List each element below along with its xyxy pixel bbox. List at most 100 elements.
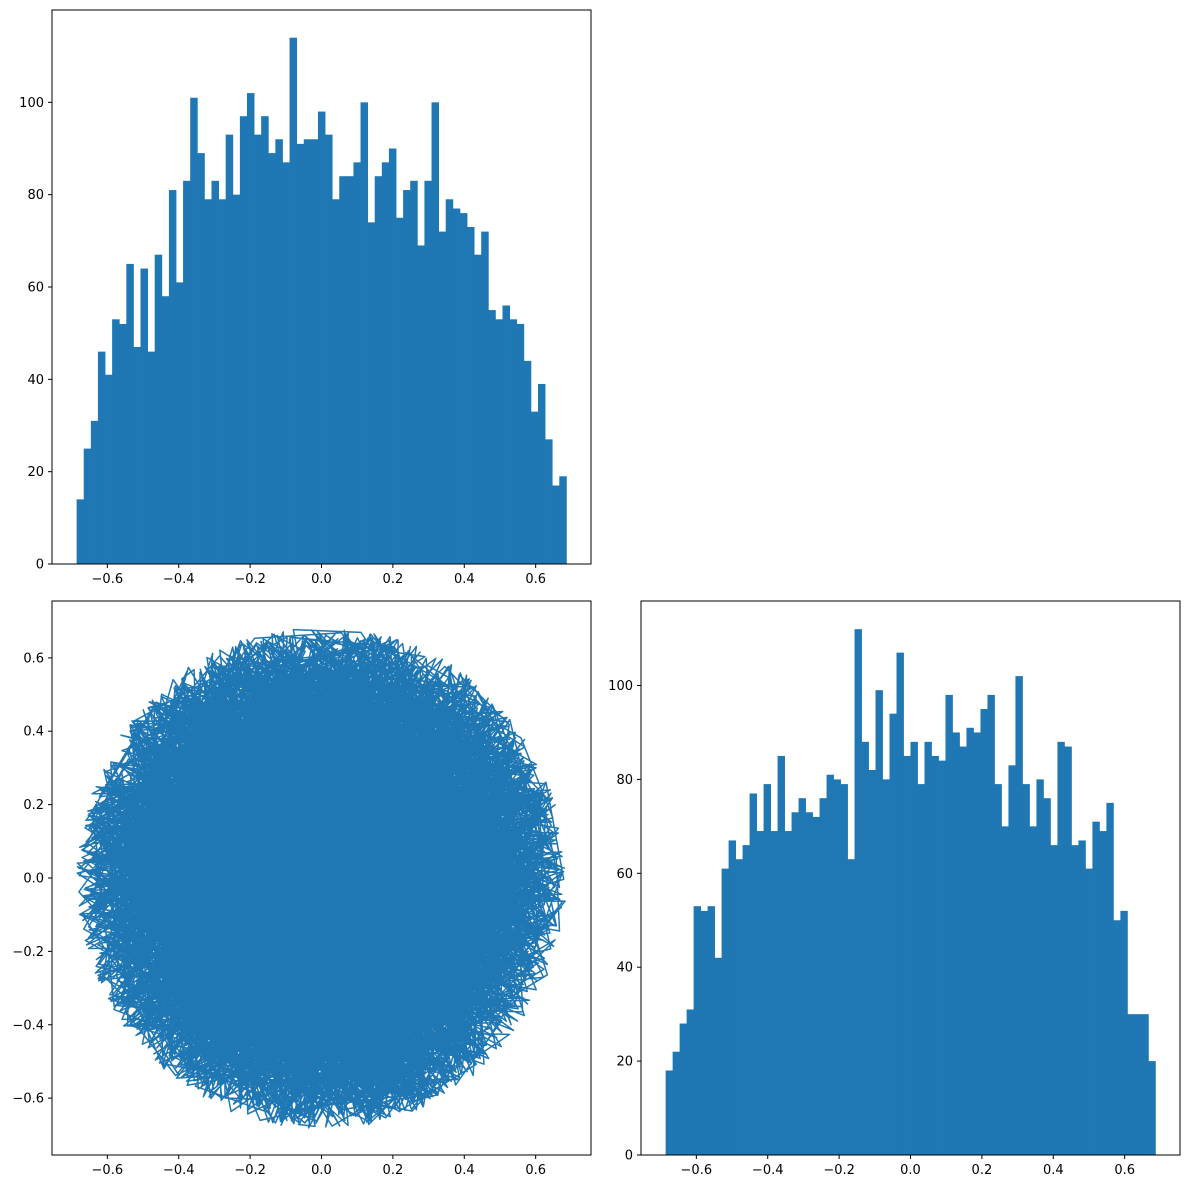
histogram-bar <box>686 1009 695 1155</box>
histogram-bar <box>700 910 709 1155</box>
line-frame <box>51 600 592 1156</box>
histogram-bar <box>459 213 468 564</box>
histogram-bar <box>183 180 191 565</box>
hist0-x-tick-label: −0.2 <box>234 572 266 587</box>
histogram-bar <box>840 784 848 1155</box>
histogram-bar <box>812 816 820 1155</box>
histogram-bar <box>332 199 340 565</box>
histogram-bar <box>826 774 834 1155</box>
hist2-y-tick-label: 40 <box>616 961 633 976</box>
hist2-y-tick-label: 60 <box>616 867 633 882</box>
histogram-bar <box>1141 1014 1149 1155</box>
histogram-bar <box>90 420 99 564</box>
histogram-bar <box>882 779 890 1155</box>
histogram-bar <box>707 906 716 1155</box>
histogram-bar <box>367 222 376 564</box>
histogram-bar <box>819 798 827 1155</box>
histogram-bar <box>896 652 904 1155</box>
histogram-bar <box>917 784 925 1155</box>
histogram-bar <box>798 798 806 1155</box>
histogram-bar <box>396 217 404 564</box>
histogram-bar <box>805 812 813 1155</box>
hist2-x-tick-label: 0.2 <box>972 1163 993 1178</box>
histogram-bar <box>1022 784 1030 1155</box>
histogram-bar <box>545 439 553 564</box>
histogram-bar <box>282 162 290 564</box>
histogram-bar <box>938 760 946 1155</box>
histogram-bar <box>76 499 85 564</box>
hist0-x-tick-label: 0.6 <box>525 572 546 587</box>
histogram-bar <box>1099 831 1107 1155</box>
histogram-bar <box>530 411 539 564</box>
histogram-bar <box>1113 920 1121 1155</box>
hist2-y-tick-label: 100 <box>608 679 633 694</box>
histogram-bar <box>1064 746 1072 1155</box>
histogram-bar <box>791 812 799 1155</box>
histogram-bar <box>516 323 525 564</box>
histogram-bar <box>1001 826 1009 1155</box>
hist0-x-tick-label: 0.4 <box>454 572 475 587</box>
histogram-bar <box>268 153 276 564</box>
line-y-tick-label: 0.2 <box>23 798 44 813</box>
histogram-bar <box>488 310 496 564</box>
histogram-bar <box>303 139 312 564</box>
histogram-bar <box>246 93 255 564</box>
histogram-bar <box>140 268 149 564</box>
hist0-frame <box>51 9 592 565</box>
histogram-bar <box>339 176 347 564</box>
histogram-bar <box>1043 798 1051 1155</box>
histogram-bar <box>225 134 234 564</box>
histogram-bar <box>721 868 729 1155</box>
histogram-bar <box>431 102 440 564</box>
histogram-bar <box>289 37 298 564</box>
hist2-y-tick-label: 80 <box>616 773 633 788</box>
histogram-bar <box>467 226 475 564</box>
hist0-y-tick-label: 100 <box>19 96 44 111</box>
histogram-bar <box>275 139 283 564</box>
histogram-bar <box>679 1023 688 1155</box>
histogram-bar <box>770 831 778 1155</box>
histogram-bar <box>1148 1061 1156 1155</box>
hist2-x-tick-label: −0.4 <box>752 1163 784 1178</box>
hist2-x-tick-label: 0.4 <box>1043 1163 1064 1178</box>
histogram-bar <box>903 755 911 1155</box>
histogram-bar <box>987 694 995 1155</box>
histogram-bar <box>452 208 461 564</box>
line-x-tick-label: −0.6 <box>92 1163 124 1178</box>
histogram-bar <box>190 97 198 564</box>
line-x-tick-label: −0.2 <box>234 1163 266 1178</box>
histogram-bar <box>910 741 918 1155</box>
histogram-bar <box>1050 845 1058 1155</box>
histogram-bar <box>742 845 750 1155</box>
histogram-bar <box>310 139 319 564</box>
histogram-bar <box>147 351 156 564</box>
histogram-bar <box>424 180 432 565</box>
bottom-left-line-panel: −0.6 −0.4 −0.2 0.0 0.2 0.4 0.6 −0.6 −0.4 −0.2 0.0 0… <box>12 600 592 1178</box>
line-y-tick-label: 0.0 <box>23 872 44 887</box>
histogram-bar <box>325 134 333 564</box>
histogram-bar <box>523 360 532 564</box>
line-y-tick-label: −0.6 <box>12 1092 44 1107</box>
histogram-bar <box>973 732 981 1155</box>
histogram-bar <box>889 713 897 1155</box>
histogram-bar <box>959 746 967 1155</box>
histogram-bar <box>168 190 177 565</box>
histogram-bar <box>97 351 106 564</box>
bottom-right-histogram-panel: −0.6 −0.4 −0.2 0.0 0.2 0.4 0.6 0 20 40 60 80 100 <box>608 600 1181 1178</box>
histogram-bar <box>346 176 354 564</box>
hist0-x-tick-label: −0.6 <box>92 572 124 587</box>
hist0-x-tick-label: 0.2 <box>383 572 404 587</box>
hist2-x-tick-label: −0.6 <box>681 1163 713 1178</box>
histogram-bar <box>353 162 361 564</box>
hist2-y-tick-label: 0 <box>625 1149 633 1164</box>
histogram-bar <box>232 194 241 564</box>
histogram-bar <box>105 374 113 564</box>
hist2-y-tick-label: 20 <box>616 1055 633 1070</box>
histogram-bar <box>112 319 120 564</box>
histogram-bar <box>296 143 305 564</box>
histogram-bar <box>1127 1014 1135 1155</box>
histogram-bar <box>1085 868 1093 1155</box>
histogram-bar <box>381 162 390 564</box>
line-x-tick-label: −0.4 <box>163 1163 195 1178</box>
histogram-bar <box>763 784 771 1155</box>
